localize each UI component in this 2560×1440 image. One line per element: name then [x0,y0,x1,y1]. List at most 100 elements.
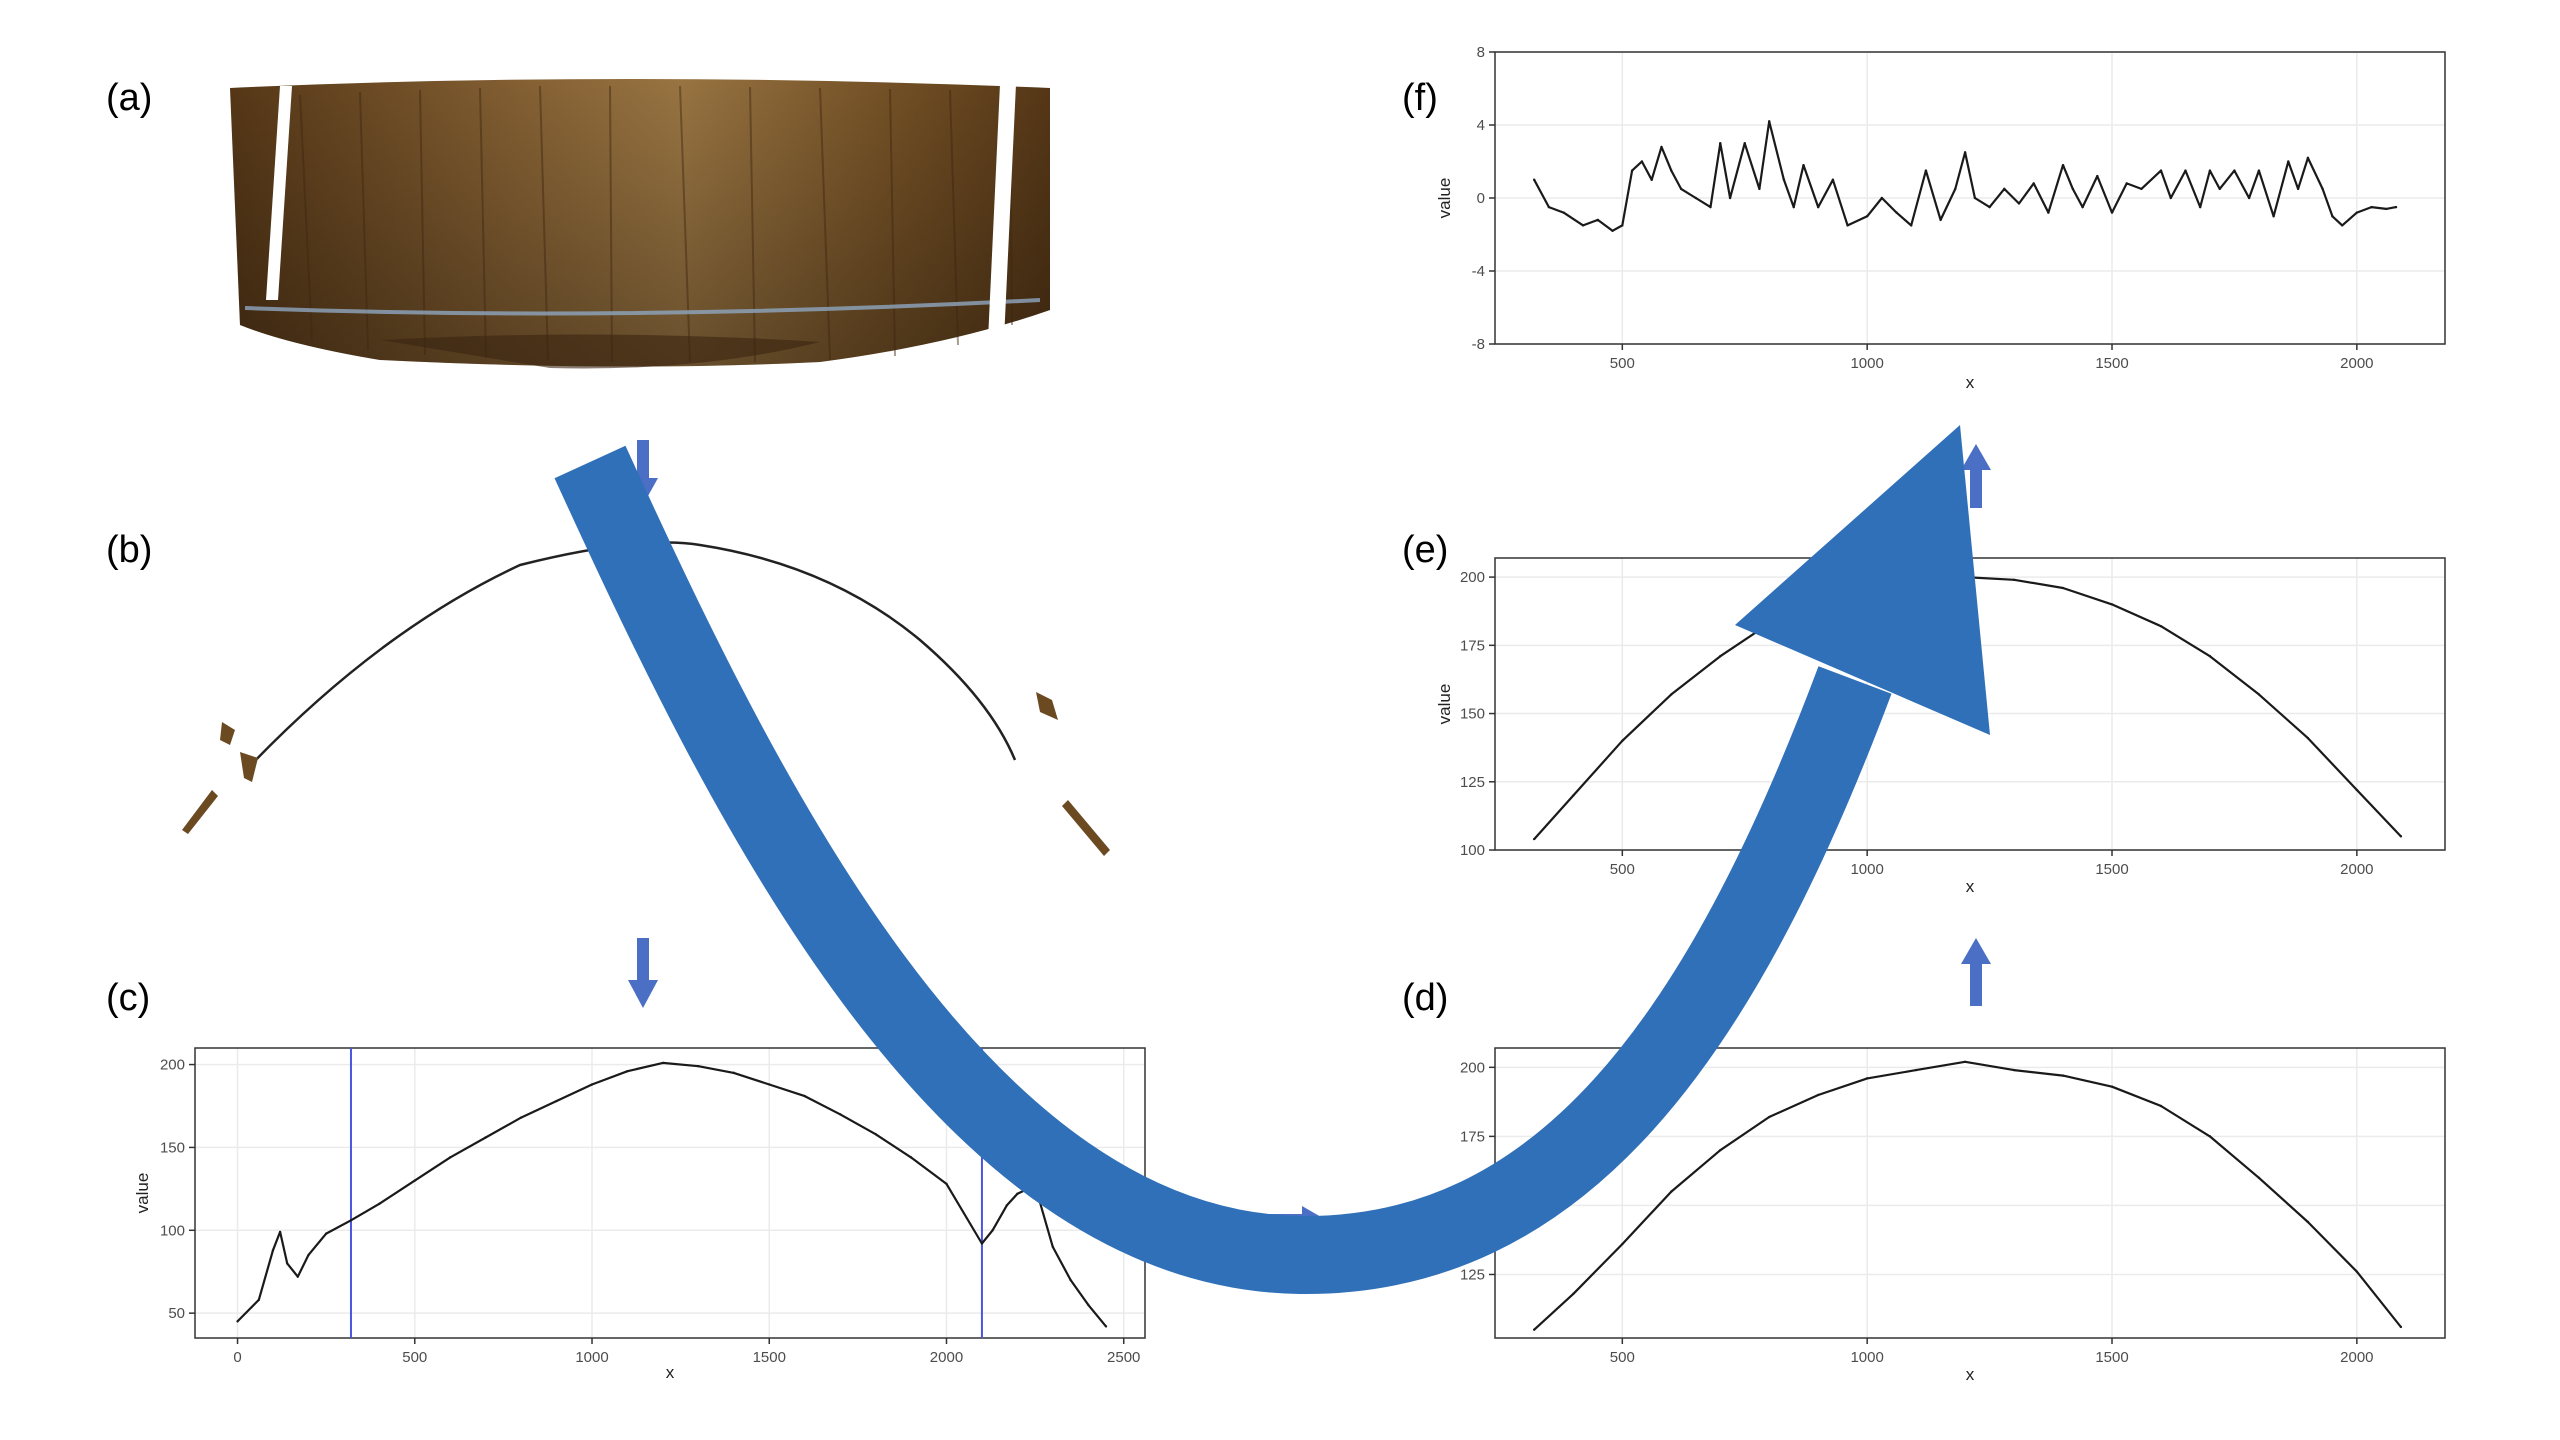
data-point [2233,169,2236,172]
y-tick-label: 200 [160,1057,185,1074]
data-point [307,1253,310,1257]
data-point [2306,736,2310,740]
y-tick-label: -4 [1472,263,1485,280]
data-point [838,1113,842,1116]
data-point [1630,169,1634,172]
panel-label-a: (a) [106,77,152,119]
data-point [271,1248,275,1252]
data-point [484,1136,487,1139]
data-point [2140,187,2143,191]
data-point [2321,187,2324,191]
data-point [1865,215,1869,218]
data-point [2110,1085,2114,1088]
arrow-b-to-c [628,938,658,1008]
data-point [2184,169,2187,172]
y-tick-label: 100 [160,1222,185,1239]
data-point [1670,693,1673,696]
data-point [1988,205,1991,209]
y-tick-label: 50 [168,1305,185,1322]
data-point [1596,218,1600,222]
data-point [1802,163,1805,167]
data-point [2169,196,2172,200]
data-point [1792,205,1795,209]
data-point [2340,224,2344,227]
data-point [1016,1192,1019,1196]
data-point [1679,187,1683,191]
data-point [2272,215,2275,218]
data-point [1650,178,1653,181]
data-point [1670,1190,1673,1193]
y-axis-label: value [1435,684,1454,725]
data-point [1670,169,1673,172]
data-point [2208,169,2212,172]
data-point [1910,224,1913,227]
data-point [1973,196,1977,200]
data-point [1768,1115,1771,1119]
data-point [413,1179,416,1182]
data-point [2125,182,2128,185]
y-tick-label: 125 [1460,1266,1485,1283]
y-tick-label: 150 [1460,706,1485,723]
x-axis-label: x [1966,373,1975,392]
panel-label-f: (f) [1402,77,1438,119]
data-point [2071,187,2075,191]
y-tick-label: 200 [1460,1059,1485,1076]
x-axis-label: x [666,1363,675,1382]
x-axis-label: x [1966,1365,1975,1384]
data-point [349,1219,353,1222]
x-tick-label: 1000 [1850,861,1883,878]
data-point [2061,1074,2065,1077]
x-tick-label: 0 [233,1349,241,1366]
data-point [296,1275,299,1278]
data-point [1728,196,1732,200]
x-tick-label: 1500 [2095,1349,2128,1366]
x-tick-label: 2000 [930,1349,963,1366]
data-point [2110,211,2114,214]
y-tick-label: 0 [1477,190,1485,207]
data-point [2159,169,2163,172]
data-point [1572,794,1575,797]
data-point [2399,835,2403,838]
data-point [1963,1060,1967,1064]
data-point [661,1061,665,1065]
y-tick-label: 100 [1460,842,1485,859]
y-tick-label: 4 [1477,117,1485,134]
data-point [1051,1245,1055,1249]
data-point [1640,160,1644,163]
data-point [2306,1220,2310,1224]
data-point [1572,1292,1575,1296]
data-point [1562,211,1565,214]
data-point [909,1156,913,1159]
data-point [2306,156,2310,160]
x-tick-label: 1000 [1850,1349,1883,1366]
data-point [1719,142,1722,145]
x-tick-label: 1000 [1850,355,1883,372]
panel-label-d: (d) [1402,977,1448,1019]
x-tick-label: 500 [402,1349,427,1366]
data-point [2159,1104,2163,1108]
data-point [1954,187,1957,191]
data-point [1816,1093,1820,1097]
data-point [2257,693,2261,696]
data-point [1694,196,1697,200]
data-point [2355,211,2359,214]
data-point [2257,1176,2261,1180]
data-point [1914,1068,1918,1072]
data-point [874,1132,877,1136]
data-point [590,1083,594,1086]
data-point [1743,142,1746,145]
x-axis-label: x [1966,877,1975,896]
data-point [378,1202,381,1205]
data-point [2012,578,2016,582]
data-point [2287,160,2290,163]
data-point [1069,1278,1072,1282]
data-point [2370,205,2373,209]
data-point [2198,205,2202,209]
data-point [1532,178,1536,181]
x-tick-label: 2000 [2340,355,2373,372]
x-tick-label: 1500 [753,1349,786,1366]
panel-label-c: (c) [106,977,150,1019]
data-point [626,1070,629,1073]
data-point [1939,218,1942,222]
